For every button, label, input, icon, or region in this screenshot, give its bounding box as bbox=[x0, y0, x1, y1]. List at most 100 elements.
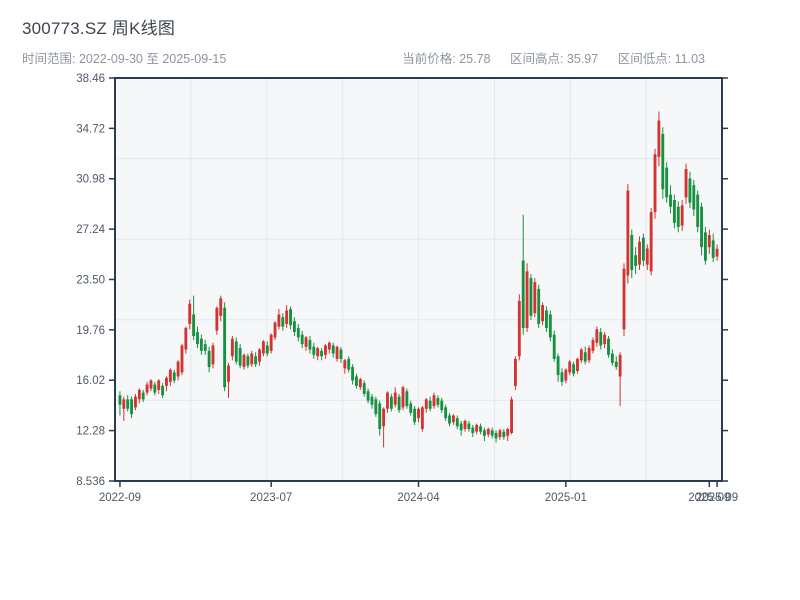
candle-body-down bbox=[641, 237, 645, 261]
candle-body-down bbox=[537, 288, 541, 324]
candle-body-up bbox=[591, 340, 595, 351]
candle-body-down bbox=[308, 340, 312, 350]
candle-body-up bbox=[157, 380, 161, 390]
candle-body-up bbox=[533, 282, 537, 314]
kline-chart: 38.46 34.72 30.98 27.24 23.50 19.76 16.02 12.28… bbox=[76, 73, 738, 504]
candle-body-up bbox=[595, 329, 599, 343]
y-tick-label: 27.24 bbox=[76, 224, 105, 236]
candle-body-down bbox=[545, 310, 548, 328]
candle-body-up bbox=[618, 354, 622, 377]
candle-body-down bbox=[118, 395, 122, 405]
candle-body-down bbox=[203, 344, 207, 351]
candle-body-down bbox=[696, 194, 700, 227]
candle-body-up bbox=[579, 349, 583, 361]
candle-body-down bbox=[521, 260, 525, 328]
candle-body-up bbox=[386, 392, 389, 409]
kline-plot-svg: 38.46 34.72 30.98 27.24 23.50 19.76 16.02 12.28… bbox=[76, 73, 738, 504]
candle-body-up bbox=[707, 235, 711, 248]
y-tick-label: 8.536 bbox=[76, 476, 105, 488]
candle-body-down bbox=[607, 338, 610, 355]
x-tick-label: 2022-09 bbox=[99, 492, 141, 504]
candle-body-up bbox=[285, 310, 289, 324]
candle-body-down bbox=[312, 346, 316, 355]
candle-body-up bbox=[250, 353, 254, 365]
candle-body-down bbox=[560, 372, 564, 382]
candle-body-up bbox=[165, 377, 168, 386]
candle-body-down bbox=[459, 423, 463, 431]
candle-body-down bbox=[320, 350, 323, 357]
candle-body-down bbox=[370, 396, 374, 405]
candle-body-down bbox=[347, 358, 351, 370]
candle-body-down bbox=[161, 385, 165, 396]
candle-body-down bbox=[692, 185, 696, 210]
candle-body-up bbox=[134, 396, 137, 408]
stat-period-low: 区间低点: 11.03 bbox=[618, 52, 705, 66]
candle-body-down bbox=[599, 331, 603, 346]
candle-body-down bbox=[688, 178, 692, 203]
candle-body-up bbox=[653, 154, 657, 213]
candle-body-up bbox=[261, 341, 265, 354]
candle-body-up bbox=[269, 334, 273, 351]
candle-body-up bbox=[316, 348, 320, 357]
candle-body-down bbox=[378, 403, 382, 429]
candle-body-down bbox=[397, 396, 401, 411]
y-tick-label: 12.28 bbox=[76, 426, 105, 438]
candle-body-down bbox=[207, 350, 211, 368]
candle-body-up bbox=[684, 169, 688, 198]
candle-body-down bbox=[552, 334, 556, 359]
y-tick-label: 19.76 bbox=[76, 325, 105, 337]
candle-body-down bbox=[610, 353, 614, 363]
candle-body-down bbox=[331, 345, 335, 354]
candle-body-down bbox=[130, 399, 134, 415]
candle-body-down bbox=[661, 134, 665, 190]
candle-body-up bbox=[622, 268, 626, 330]
candle-body-down bbox=[223, 307, 227, 388]
candle-body-up bbox=[486, 428, 490, 435]
stat-current-price: 当前价格: 25.78 bbox=[402, 52, 490, 66]
candle-body-down bbox=[362, 383, 366, 394]
candle-body-up bbox=[463, 420, 467, 429]
candle-body-down bbox=[583, 352, 587, 362]
date-range-label: 时间范围: 2022-09-30 至 2025-09-15 bbox=[22, 52, 227, 66]
candle-body-down bbox=[556, 356, 560, 376]
candle-body-down bbox=[238, 348, 242, 366]
candle-body-up bbox=[343, 360, 347, 369]
candle-body-down bbox=[199, 338, 203, 351]
candle-body-down bbox=[444, 407, 448, 419]
candle-body-up bbox=[382, 408, 386, 427]
candle-body-up bbox=[680, 205, 684, 226]
candle-body-down bbox=[440, 400, 444, 411]
candle-body-down bbox=[494, 433, 498, 439]
x-tick-label: 2024-04 bbox=[397, 492, 440, 504]
candle-body-up bbox=[645, 248, 649, 265]
candle-body-down bbox=[246, 356, 250, 366]
candle-body-up bbox=[564, 369, 568, 381]
candle-body-up bbox=[587, 348, 591, 361]
candle-body-down bbox=[428, 400, 432, 409]
candle-body-up bbox=[324, 345, 327, 355]
candle-body-up bbox=[420, 407, 424, 429]
candle-body-up bbox=[510, 399, 513, 434]
candle-body-down bbox=[490, 430, 494, 436]
candle-body-down bbox=[366, 391, 370, 401]
candle-body-down bbox=[289, 309, 292, 326]
candle-body-up bbox=[568, 361, 572, 373]
stat-period-high-value: 35.97 bbox=[566, 52, 599, 66]
candle-body-up bbox=[145, 384, 149, 393]
candle-body-down bbox=[351, 367, 355, 381]
y-tick-label: 16.02 bbox=[76, 375, 105, 387]
candle-body-up bbox=[525, 271, 529, 328]
candle-body-up bbox=[219, 298, 223, 316]
stat-current-price-label: 当前价格: bbox=[402, 52, 460, 66]
candle-body-up bbox=[657, 120, 661, 157]
x-tick-label: 2025-09 bbox=[696, 492, 738, 504]
candle-body-down bbox=[669, 194, 672, 207]
y-tick-label: 34.72 bbox=[76, 123, 105, 135]
candle-body-up bbox=[424, 399, 428, 409]
candle-body-up bbox=[475, 424, 479, 432]
candle-body-down bbox=[700, 206, 703, 248]
candle-body-up bbox=[184, 327, 188, 350]
candle-body-down bbox=[672, 200, 676, 223]
candle-body-up bbox=[304, 337, 308, 347]
candle-body-up bbox=[541, 305, 545, 322]
